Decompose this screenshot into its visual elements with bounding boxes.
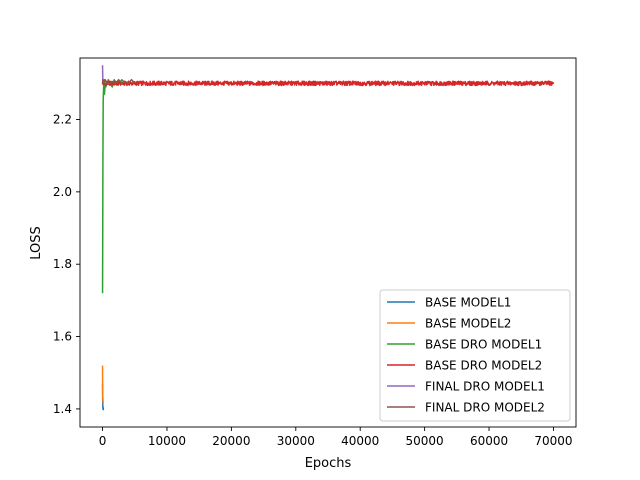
x-tick-label: 60000 <box>470 434 508 448</box>
legend-label: BASE DRO MODEL1 <box>425 338 542 352</box>
legend-label: BASE DRO MODEL2 <box>425 359 542 373</box>
plot-frame <box>79 57 577 428</box>
series-line-4 <box>101 80 555 87</box>
series-layer <box>101 65 555 411</box>
x-axis-label: Epochs <box>305 456 352 471</box>
y-tick-label: 1.8 <box>53 257 72 271</box>
series-line-2 <box>101 365 105 405</box>
legend-label: BASE MODEL2 <box>425 317 511 331</box>
x-tick-label: 40000 <box>341 434 379 448</box>
x-tick-label: 50000 <box>406 434 444 448</box>
series-line-6 <box>101 78 136 85</box>
legend-label: BASE MODEL1 <box>425 296 511 310</box>
x-tick-label: 30000 <box>277 434 315 448</box>
y-tick-label: 1.4 <box>53 402 72 416</box>
legend-box <box>379 289 571 422</box>
legend-label: FINAL DRO MODEL1 <box>425 380 545 394</box>
y-axis-ticks: 1.4 1.6 1.8 2.0 2.2 <box>53 113 80 416</box>
y-tick-label: 2.0 <box>53 185 72 199</box>
x-tick-label: 20000 <box>212 434 250 448</box>
legend: BASE MODEL1 BASE MODEL2 BASE DRO MODEL1 BAS… <box>379 289 571 422</box>
legend-label: FINAL DRO MODEL2 <box>425 401 545 415</box>
x-axis-ticks: 0 10000 20000 30000 40000 50000 60000 70000 <box>99 427 573 448</box>
y-tick-label: 2.2 <box>53 113 72 127</box>
y-tick-label: 1.6 <box>53 330 72 344</box>
y-axis-label: LOSS <box>29 226 44 260</box>
x-tick-label: 10000 <box>148 434 186 448</box>
x-tick-label: 0 <box>99 434 107 448</box>
x-tick-label: 70000 <box>534 434 572 448</box>
